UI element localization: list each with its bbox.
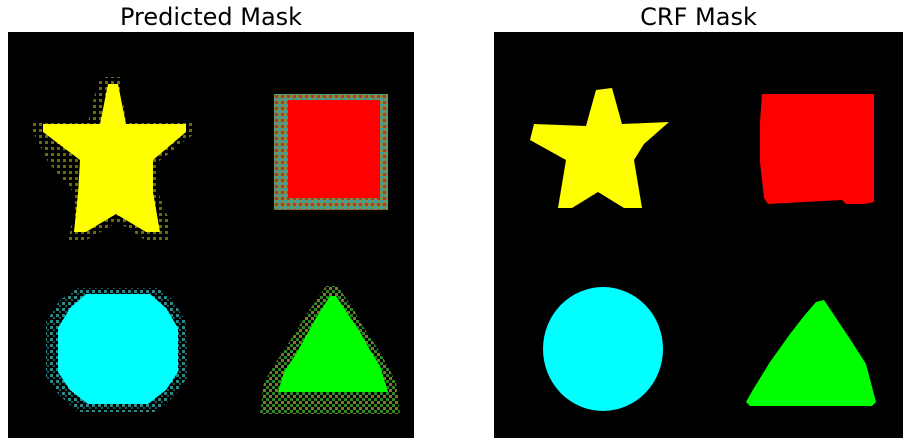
crf-mask-image bbox=[494, 32, 903, 438]
predicted-circle-shape bbox=[46, 288, 188, 412]
predicted-mask-image bbox=[8, 32, 414, 438]
predicted-mask-title: Predicted Mask bbox=[119, 3, 303, 31]
crf-square-shape bbox=[760, 94, 874, 204]
crf-star-shape bbox=[530, 88, 669, 208]
crf-mask-canvas bbox=[530, 88, 876, 411]
predicted-star-shape bbox=[33, 77, 194, 242]
predicted-square-shape bbox=[274, 94, 388, 210]
predicted-triangle-shape bbox=[260, 286, 400, 414]
predicted-mask-canvas bbox=[33, 77, 400, 414]
crf-triangle-shape bbox=[746, 300, 876, 406]
crf-circle-shape bbox=[543, 287, 663, 411]
crf-mask-title: CRF Mask bbox=[640, 3, 757, 31]
